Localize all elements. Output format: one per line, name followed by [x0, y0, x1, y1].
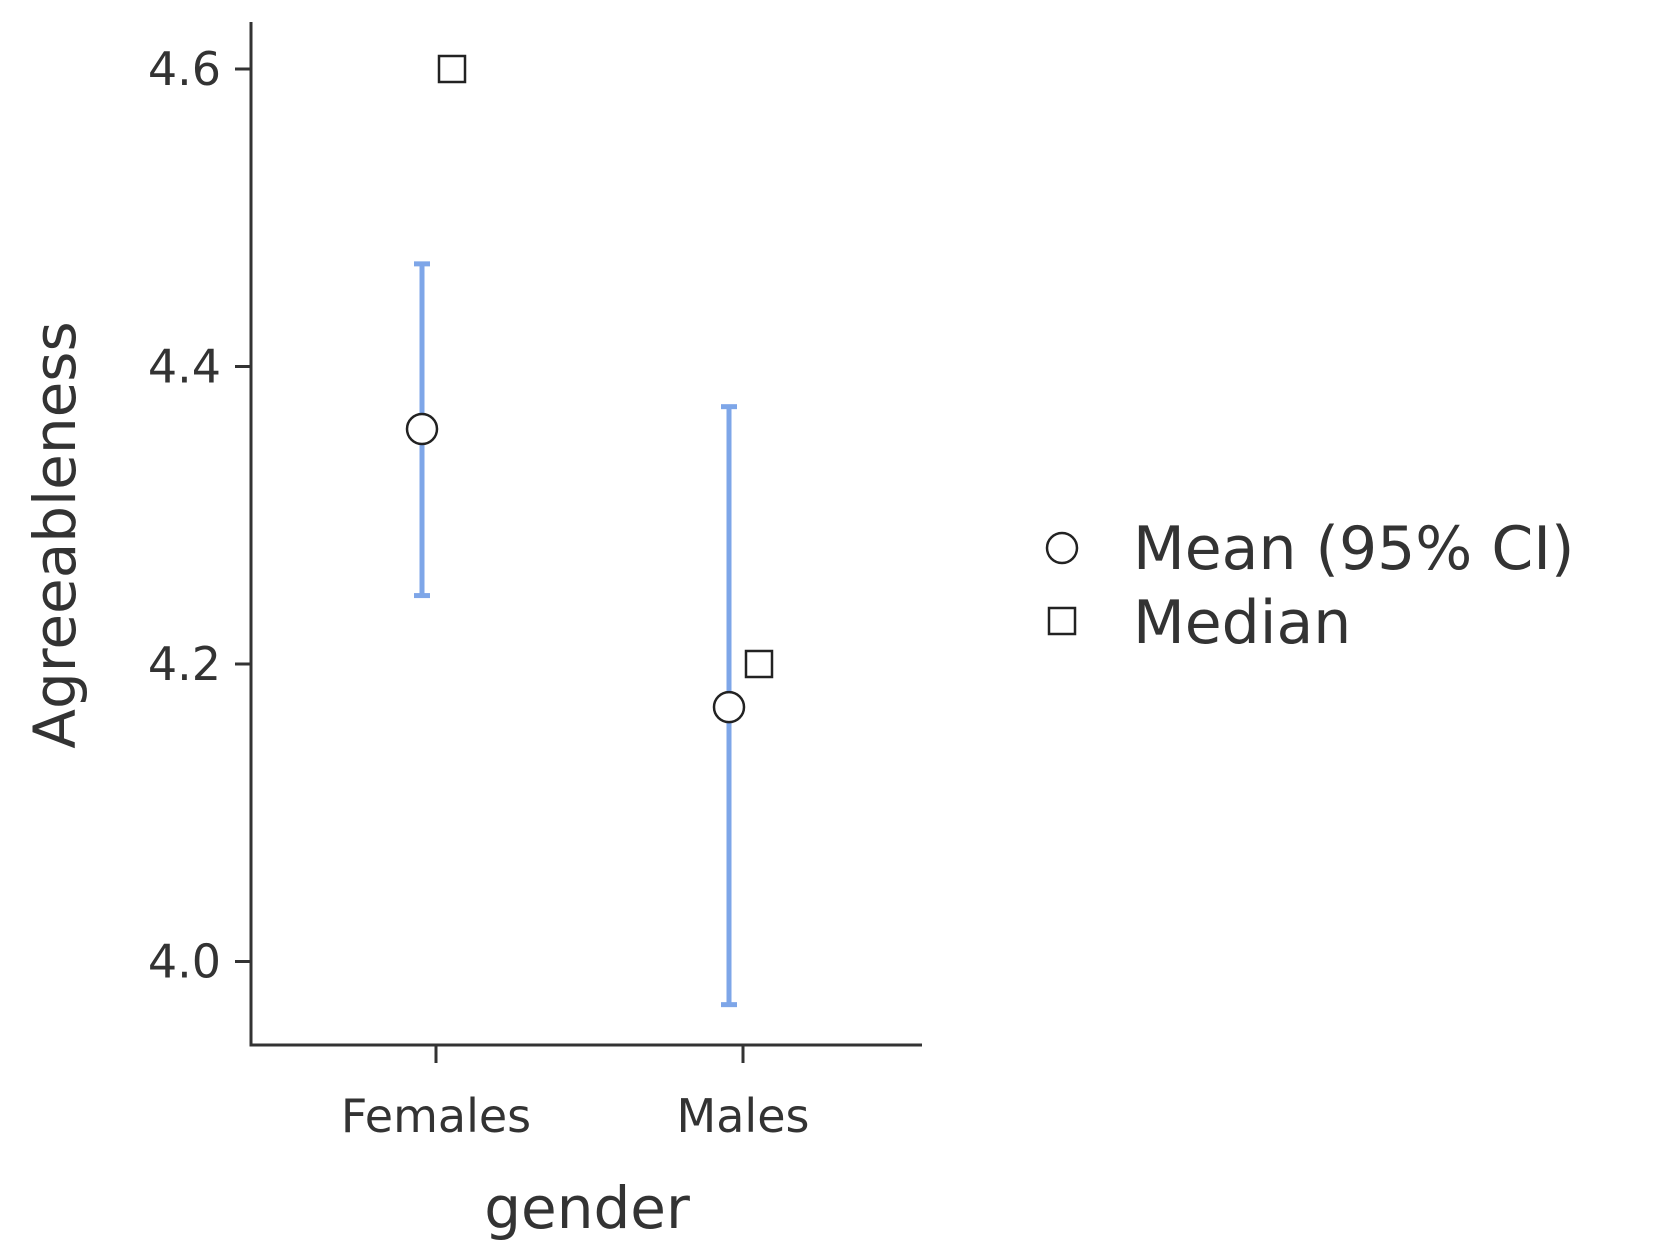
- legend-mean-marker: [1045, 531, 1079, 565]
- mean-point: [712, 690, 746, 724]
- y-tick-label: 4.4: [148, 340, 221, 394]
- x-axis-title: gender: [484, 1174, 690, 1242]
- axes: [249, 22, 922, 1047]
- y-tick-label: 4.2: [148, 637, 221, 691]
- legend-median-marker: [1047, 606, 1077, 636]
- x-tick-label: Females: [341, 1089, 531, 1143]
- mean-point: [405, 412, 439, 446]
- y-axis: 4.0 4.2 4.4 4.6: [148, 42, 251, 989]
- legend-label-median: Median: [1133, 588, 1351, 658]
- x-tick-label: Males: [677, 1089, 810, 1143]
- median-point: [744, 649, 774, 679]
- legend: Mean (95% CI) Median: [1045, 514, 1574, 658]
- x-axis: Females Males: [341, 1045, 810, 1143]
- y-axis-title: Agreeableness: [21, 321, 89, 748]
- legend-label-mean: Mean (95% CI): [1133, 514, 1574, 584]
- plot-area: [405, 54, 774, 1008]
- median-point: [437, 54, 467, 84]
- y-tick-label: 4.6: [148, 42, 221, 96]
- y-tick-label: 4.0: [148, 935, 221, 989]
